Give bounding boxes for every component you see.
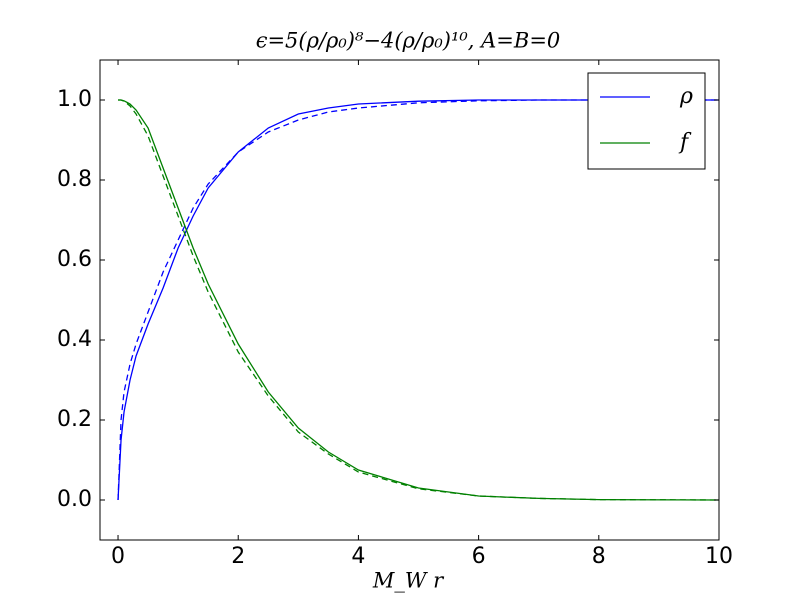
y-tick-label: 0.4 bbox=[57, 327, 92, 352]
plot-frame bbox=[99, 59, 720, 541]
series-line bbox=[118, 99, 720, 501]
legend-label: ρ bbox=[679, 84, 693, 109]
x-tick-label: 8 bbox=[592, 544, 606, 569]
y-tick-label: 1.0 bbox=[57, 87, 92, 112]
y-tick-label: 0.6 bbox=[57, 247, 92, 272]
x-tick-label: 10 bbox=[705, 544, 733, 569]
legend-box bbox=[587, 72, 706, 170]
x-tick-label: 4 bbox=[351, 544, 365, 569]
series-line bbox=[118, 99, 720, 501]
y-tick-label: 0.0 bbox=[57, 487, 92, 512]
series-line bbox=[117, 99, 719, 501]
y-tick-label: 0.2 bbox=[57, 407, 92, 432]
y-tick-label: 0.8 bbox=[57, 167, 92, 192]
series-line bbox=[117, 99, 719, 501]
chart-title: ϵ=5(ρ/ρ₀)⁸−4(ρ/ρ₀)¹⁰, A=B=0 bbox=[256, 29, 561, 53]
legend: ρf bbox=[587, 72, 706, 170]
x-tick-label: 6 bbox=[472, 544, 486, 569]
x-tick-label: 2 bbox=[231, 544, 245, 569]
x-tick-label: 0 bbox=[111, 544, 125, 569]
x-axis-label: M_W r bbox=[372, 569, 445, 593]
